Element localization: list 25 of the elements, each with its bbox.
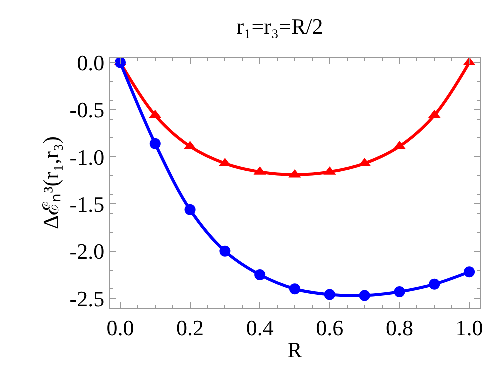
y-tick-label: -2.0 xyxy=(70,239,105,264)
point xyxy=(254,269,266,280)
point xyxy=(184,204,196,216)
x-tick-label: 0.2 xyxy=(176,315,204,340)
point xyxy=(394,286,406,298)
x-tick-label: 0.8 xyxy=(386,315,414,340)
x-axis-title: R xyxy=(288,337,303,362)
point xyxy=(150,138,161,150)
y-tick-label: -2.5 xyxy=(70,286,105,312)
point xyxy=(290,284,300,295)
point xyxy=(359,290,370,302)
y-axis-title: Δℰₙ³(r₁,r₃) xyxy=(38,136,64,230)
point xyxy=(324,289,336,300)
x-tick-label: 1.0 xyxy=(456,315,484,340)
x-tick-label: 0.4 xyxy=(246,315,274,340)
x-tick-label: 0.0 xyxy=(106,315,134,340)
y-tick-label: -1.5 xyxy=(70,192,105,217)
x-tick-label: 0.6 xyxy=(316,315,344,340)
y-tick-label: 0.0 xyxy=(77,50,105,76)
chart-title: r₁=r₃=R/2 xyxy=(236,14,324,39)
point xyxy=(464,266,476,278)
y-tick-label: -1.0 xyxy=(70,144,105,170)
point xyxy=(429,278,440,290)
y-tick-label: -0.5 xyxy=(70,98,105,123)
point xyxy=(220,246,231,257)
